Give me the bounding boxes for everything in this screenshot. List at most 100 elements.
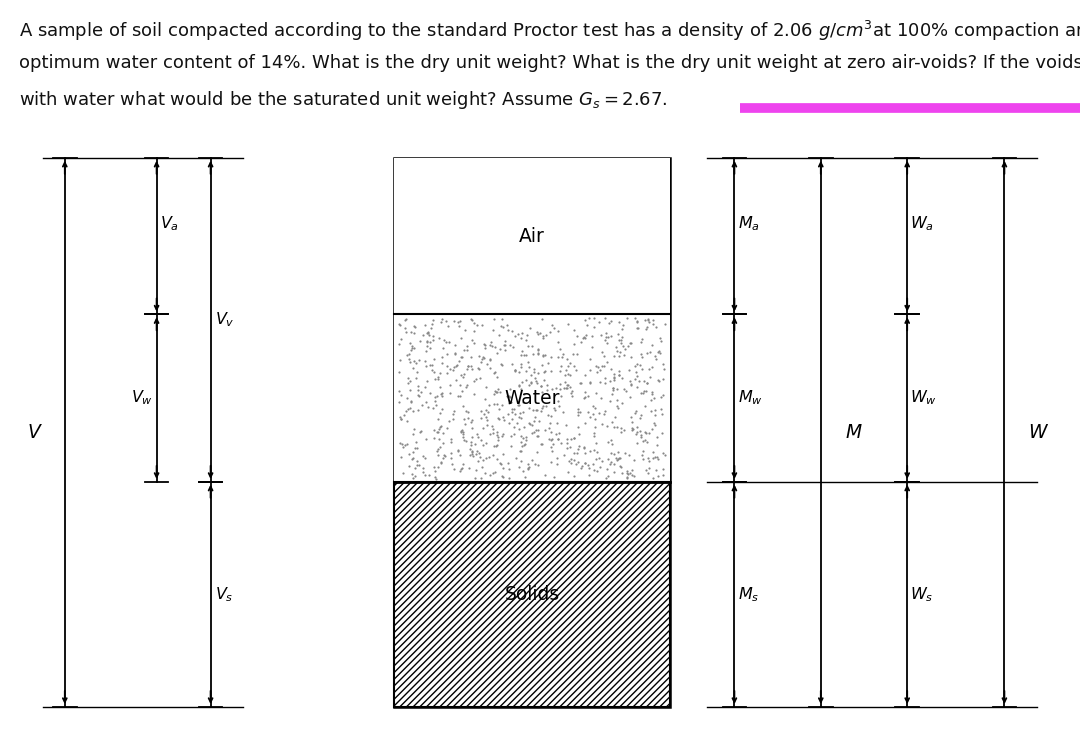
Point bbox=[465, 317, 483, 329]
Point bbox=[605, 382, 622, 394]
Point bbox=[566, 470, 583, 482]
Point bbox=[629, 381, 646, 393]
Point bbox=[476, 393, 494, 405]
Point bbox=[399, 377, 416, 389]
Point bbox=[633, 387, 650, 399]
Point bbox=[616, 348, 633, 360]
Point bbox=[636, 314, 653, 326]
Point bbox=[497, 335, 514, 347]
Point bbox=[605, 350, 622, 362]
Point bbox=[633, 336, 650, 348]
Point bbox=[550, 432, 567, 444]
Point bbox=[404, 452, 421, 464]
Point bbox=[433, 388, 450, 400]
Point bbox=[604, 381, 621, 393]
Point bbox=[566, 338, 583, 350]
Point bbox=[523, 426, 540, 438]
Point bbox=[415, 329, 432, 341]
Point bbox=[544, 438, 562, 450]
Text: $M_a$: $M_a$ bbox=[738, 214, 759, 233]
Point bbox=[528, 446, 545, 458]
Point bbox=[407, 462, 424, 474]
Point bbox=[602, 459, 619, 471]
Point bbox=[517, 365, 535, 378]
Point bbox=[609, 328, 626, 340]
Point bbox=[524, 340, 541, 352]
Point bbox=[633, 429, 650, 441]
Point bbox=[532, 380, 550, 392]
Point bbox=[645, 472, 662, 484]
Point bbox=[477, 404, 495, 416]
Point bbox=[502, 396, 519, 408]
Point bbox=[429, 426, 446, 438]
Point bbox=[559, 360, 577, 372]
Point bbox=[449, 316, 467, 328]
Point bbox=[433, 316, 450, 328]
Point bbox=[571, 406, 589, 418]
Point bbox=[491, 320, 509, 332]
Point bbox=[500, 390, 517, 402]
Point bbox=[621, 375, 638, 387]
Point bbox=[490, 329, 508, 341]
Point bbox=[424, 314, 442, 326]
Point bbox=[627, 405, 645, 417]
Point bbox=[513, 326, 530, 338]
Point bbox=[445, 408, 462, 420]
Point bbox=[645, 314, 662, 326]
Point bbox=[405, 447, 422, 459]
Point bbox=[485, 367, 502, 379]
Point bbox=[399, 438, 416, 450]
Point bbox=[431, 381, 448, 393]
Point bbox=[618, 385, 635, 397]
Point bbox=[611, 346, 629, 358]
Point bbox=[622, 338, 639, 350]
Point bbox=[434, 387, 451, 399]
Point bbox=[542, 417, 559, 429]
Point bbox=[602, 395, 619, 407]
Point bbox=[442, 379, 459, 391]
Point bbox=[546, 404, 564, 416]
Point bbox=[648, 439, 665, 451]
Point bbox=[459, 362, 476, 374]
Point bbox=[408, 459, 426, 472]
Point bbox=[572, 336, 590, 348]
Point bbox=[470, 363, 487, 375]
Point bbox=[500, 417, 517, 429]
Point bbox=[431, 367, 448, 379]
Point bbox=[402, 374, 419, 387]
Point bbox=[523, 369, 540, 381]
Point bbox=[521, 461, 538, 473]
Bar bbox=[394, 482, 670, 707]
Point bbox=[590, 453, 607, 465]
Point bbox=[434, 427, 451, 439]
Point bbox=[536, 424, 553, 436]
Point bbox=[478, 419, 496, 431]
Point bbox=[431, 421, 448, 433]
Point bbox=[427, 465, 444, 477]
Point bbox=[591, 316, 608, 328]
Point bbox=[629, 316, 646, 328]
Point bbox=[456, 435, 473, 447]
Point bbox=[429, 443, 446, 455]
Point bbox=[648, 451, 665, 463]
Point bbox=[529, 459, 546, 471]
Point bbox=[402, 384, 419, 396]
Point bbox=[445, 462, 462, 475]
Point bbox=[451, 450, 469, 462]
Point bbox=[642, 371, 659, 384]
Point bbox=[654, 469, 672, 481]
Point bbox=[612, 426, 630, 438]
Point bbox=[512, 430, 529, 442]
Point bbox=[603, 434, 620, 446]
Point bbox=[470, 350, 487, 362]
Point bbox=[485, 449, 502, 461]
Point bbox=[406, 321, 423, 333]
Point bbox=[532, 405, 550, 417]
Point bbox=[626, 311, 644, 323]
Point bbox=[463, 446, 481, 458]
Point bbox=[470, 455, 487, 467]
Point bbox=[397, 405, 415, 417]
Point bbox=[612, 337, 630, 349]
Text: $M$: $M$ bbox=[845, 423, 862, 442]
Point bbox=[392, 413, 409, 425]
